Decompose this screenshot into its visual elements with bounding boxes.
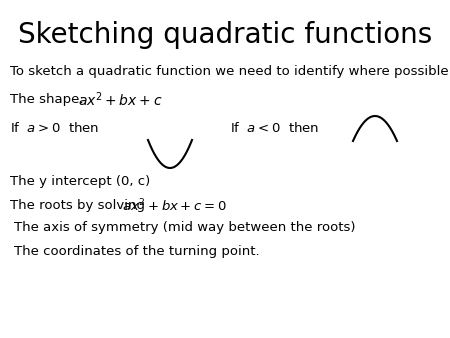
Text: The y intercept (0, c): The y intercept (0, c) [10,175,150,189]
Text: If  $a > 0$  then: If $a > 0$ then [10,121,99,135]
Text: The axis of symmetry (mid way between the roots): The axis of symmetry (mid way between th… [14,221,356,235]
Text: The coordinates of the turning point.: The coordinates of the turning point. [14,245,260,259]
Text: $ax^2 + bx + c$: $ax^2 + bx + c$ [78,91,162,109]
Text: The shape:: The shape: [10,94,92,106]
Text: The roots by solving: The roots by solving [10,199,149,213]
Text: Sketching quadratic functions: Sketching quadratic functions [18,21,432,49]
Text: If  $a < 0$  then: If $a < 0$ then [230,121,320,135]
Text: $ax^2 + bx + c = 0$: $ax^2 + bx + c = 0$ [122,198,227,214]
Text: To sketch a quadratic function we need to identify where possible:: To sketch a quadratic function we need t… [10,66,450,78]
